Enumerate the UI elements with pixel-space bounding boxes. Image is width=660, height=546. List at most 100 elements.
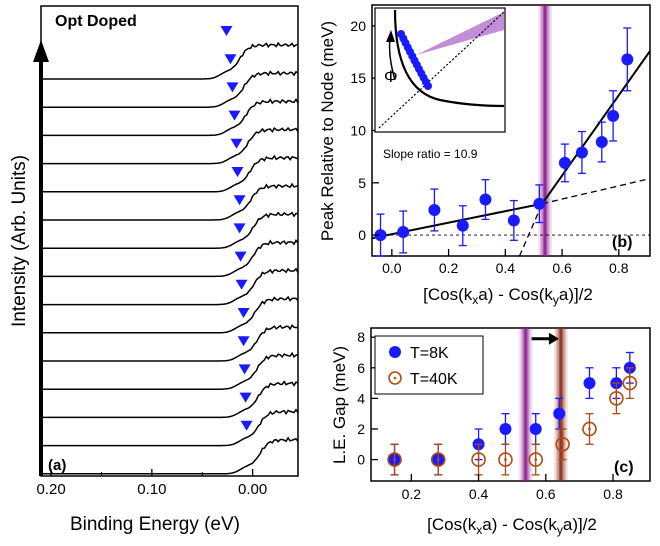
peak-marker: [240, 420, 253, 431]
data-point: [507, 214, 520, 227]
data-point-t40k-center: [628, 381, 632, 385]
spectrum-trace: [41, 380, 299, 419]
data-point: [607, 109, 620, 122]
peak-marker: [228, 110, 241, 121]
inset-node-line: [378, 11, 505, 129]
fit-line-high: [541, 50, 651, 205]
panel-c-bands: [518, 328, 568, 481]
spectrum-trace: [41, 351, 299, 390]
peak-marker: [238, 364, 251, 375]
x-tick-label: 0.0: [382, 260, 402, 276]
fit-line-low-extension: [542, 177, 651, 205]
legend-marker-t40k-center: [393, 376, 397, 380]
spectra-traces: [41, 41, 299, 475]
spectrum-trace: [41, 267, 299, 306]
y-tick-label: 20: [350, 18, 366, 34]
data-point-t40k: [622, 375, 638, 391]
data-point-t8k: [583, 377, 596, 390]
y-tick-label: 10: [350, 123, 366, 139]
y-tick-label: 4: [357, 390, 365, 406]
x-tick-label: 0.4: [496, 260, 516, 276]
panel-b-axis-ticks: 0.0 0.2 0.4 0.6 0.8 0 5 10 15 20: [350, 18, 628, 276]
y-tick-label: 15: [350, 70, 366, 86]
spectrum-trace: [41, 211, 299, 249]
spectrum-trace: [41, 97, 299, 137]
peak-marker: [230, 138, 243, 149]
spectrum-trace: [41, 436, 299, 475]
x-tick-label: 0.2: [402, 486, 422, 502]
data-point-t40k: [387, 452, 402, 467]
peak-marker: [220, 26, 233, 36]
data-point: [533, 197, 546, 210]
y-tick-label: 0: [357, 452, 365, 468]
x-tick-label: 0.20: [36, 481, 65, 498]
data-point: [558, 156, 571, 169]
panel-a: Opt Doped 0.20 0.10 0.00 (a) Binding Energ…: [9, 5, 299, 535]
spectrum-trace: [41, 41, 299, 80]
x-tick-label: 0.8: [603, 486, 623, 502]
spectrum-trace: [41, 154, 299, 193]
data-point-t8k: [529, 422, 542, 435]
panel-c-xlabel: [Cos(kxa) - Cos(kya)]/2: [427, 515, 597, 537]
y-tick-label: 2: [357, 421, 365, 437]
data-point-t40k-center: [588, 427, 591, 431]
x-tick-label: 0.00: [238, 481, 267, 498]
data-point-t40k: [609, 391, 624, 406]
panel-c: 0.2 0.4 0.6 0.8 0 2 4 6 8 T=8K T=40K (c) [Cos(kx…: [330, 327, 651, 537]
peak-marker: [235, 279, 248, 290]
inset-phi-symbol: Φ: [384, 67, 398, 86]
panel-b-ylabel: Peak Relative to Node (meV): [318, 21, 337, 241]
y-tick-label: 6: [357, 360, 365, 376]
data-point: [621, 53, 634, 66]
panel-c-shift-arrow: [531, 332, 559, 345]
peak-marker: [234, 251, 247, 262]
inset-phi-arrow-head: [386, 30, 395, 42]
panel-b-data-points: [374, 27, 634, 257]
x-tick-label: 0.10: [137, 481, 166, 498]
panel-c-ylabel: L.E. Gap (meV): [330, 346, 349, 464]
fermi-surface-inset: Φ: [374, 7, 506, 133]
peak-marker: [233, 223, 246, 234]
panel-b-node-band: [538, 5, 553, 256]
panel-c-label: (c): [614, 459, 634, 476]
data-point: [428, 203, 441, 216]
y-tick-label: 0: [358, 227, 366, 243]
y-tick-label: 5: [358, 175, 366, 191]
panel-a-frame: [40, 5, 299, 477]
peak-marker: [233, 195, 246, 206]
x-tick-label: 0.2: [439, 260, 459, 276]
inset-data-points: [397, 30, 432, 90]
panel-b-label: (b): [612, 234, 632, 251]
spectrum-trace: [41, 324, 299, 362]
data-point-t40k-center: [393, 458, 396, 461]
data-point-t40k-center: [436, 458, 440, 461]
data-point-t40k-center: [477, 458, 480, 461]
x-tick-label: 0.6: [552, 260, 572, 276]
node-band-layer: [544, 5, 547, 256]
data-point-t40k: [555, 436, 570, 452]
peak-marker: [226, 82, 239, 93]
panel-c-data-points: [387, 351, 638, 476]
panel-c-legend: T=8K T=40K: [374, 335, 484, 395]
data-point: [595, 136, 608, 149]
spectrum-trace: [41, 70, 299, 108]
data-point-t8k: [553, 407, 566, 420]
x-tick-label: 0.8: [609, 260, 629, 276]
panel-a-xlabel: Binding Energy (eV): [70, 514, 240, 535]
panel-a-label: (a): [48, 457, 66, 474]
peak-marker: [224, 54, 237, 65]
peak-marker: [239, 392, 252, 403]
data-point-t40k-center: [561, 442, 564, 446]
inset-fermi-surface-curve: [393, 9, 505, 108]
y-tick-label: 8: [357, 329, 365, 345]
data-point-t40k: [430, 452, 446, 467]
data-point-t40k: [498, 452, 513, 467]
inset-fermi-arc-sector: [416, 12, 504, 55]
spectrum-trace: [41, 182, 299, 221]
panel-b-xlabel: [Cos(kxa) - Cos(kya)]/2: [423, 285, 593, 307]
intensity-arrow-head: [33, 40, 49, 62]
panel-a-x-ticks: 0.20 0.10 0.00: [36, 469, 267, 498]
data-point: [456, 219, 469, 232]
data-point-t40k: [471, 452, 486, 467]
